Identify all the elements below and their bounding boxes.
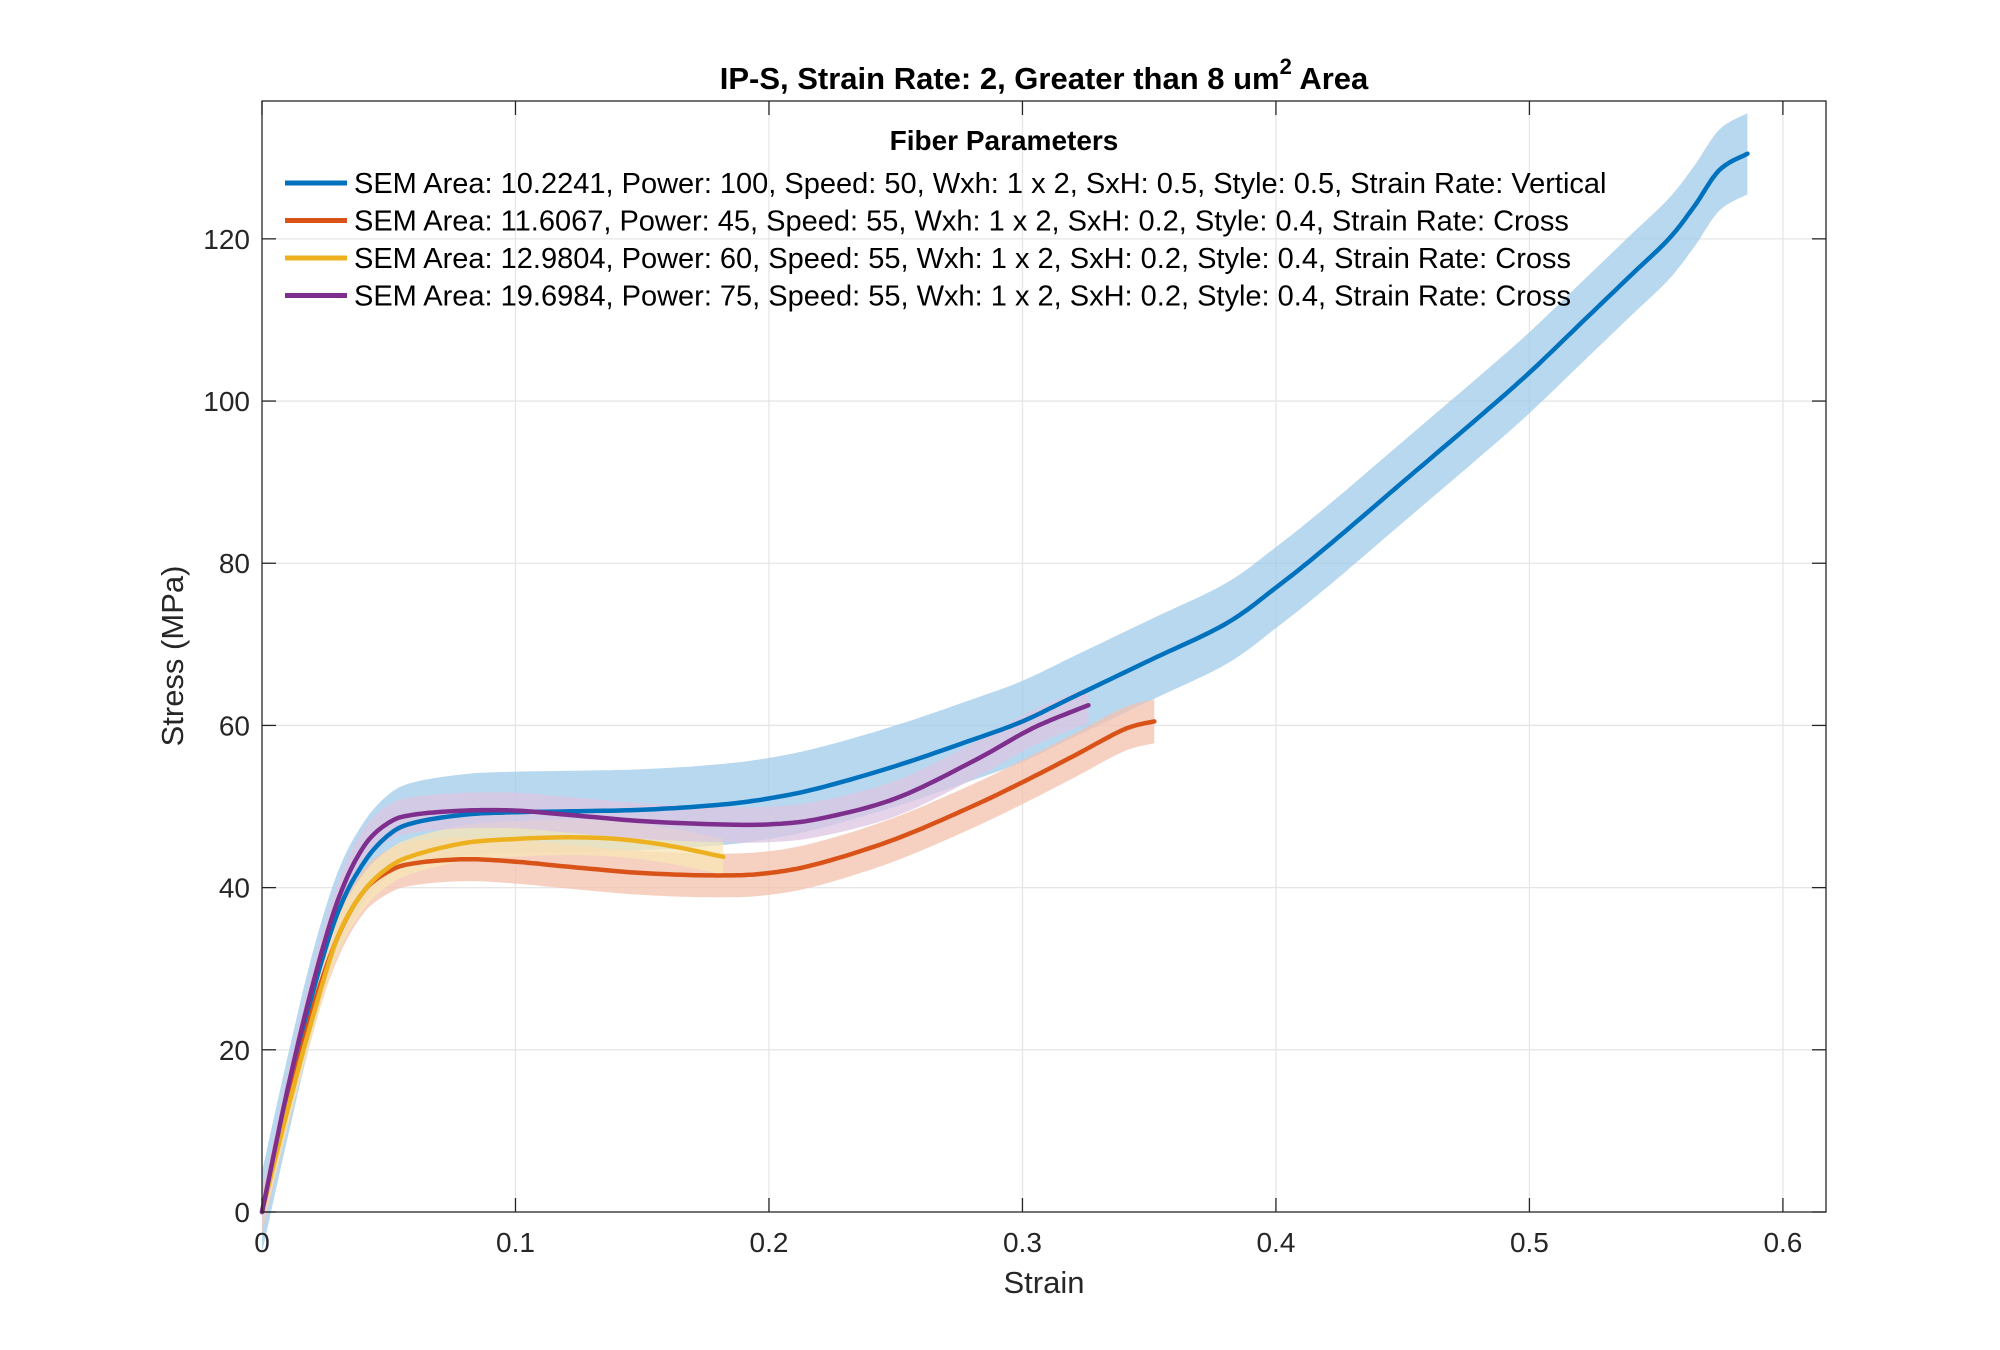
chart-title-main: IP-S, Strain Rate: 2, Greater than 8 um xyxy=(720,61,1280,96)
series-band-2 xyxy=(262,699,1155,1234)
y-axis-label: Stress (MPa) xyxy=(155,566,190,747)
x-tick-label-5: 0.5 xyxy=(1510,1227,1549,1258)
legend-entry-4: SEM Area: 19.6984, Power: 75, Speed: 55,… xyxy=(354,281,1571,313)
series-line-1 xyxy=(259,151,1750,1215)
x-tick-label-3: 0.3 xyxy=(1003,1227,1042,1258)
plot-area xyxy=(262,101,1826,1212)
x-tick-label-2: 0.2 xyxy=(750,1227,789,1258)
chart-title-superscript: 2 xyxy=(1280,54,1292,79)
legend-title: Fiber Parameters xyxy=(890,125,1119,156)
confidence-bands xyxy=(262,113,1748,1253)
y-tick-label-2: 40 xyxy=(219,873,250,904)
y-tick-label-6: 120 xyxy=(203,224,250,255)
y-tick-label-0: 0 xyxy=(234,1197,250,1228)
series-lines xyxy=(259,151,1750,1215)
legend-entry-2: SEM Area: 11.6067, Power: 45, Speed: 55,… xyxy=(354,206,1569,238)
y-tick-label-4: 80 xyxy=(219,548,250,579)
legend-entry-1: SEM Area: 10.2241, Power: 100, Speed: 50… xyxy=(354,168,1607,200)
x-tick-label-1: 0.1 xyxy=(496,1227,535,1258)
x-tick-label-6: 0.6 xyxy=(1763,1227,1802,1258)
y-tick-label-1: 20 xyxy=(219,1035,250,1066)
legend: Fiber Parameters SEM Area: 10.2241, Power… xyxy=(285,125,1607,313)
chart-title: IP-S, Strain Rate: 2, Greater than 8 um2… xyxy=(720,54,1369,96)
series-band-3 xyxy=(262,819,724,1230)
axis-ticks: 0 0.1 0.2 0.3 0.4 0.5 0.6 0 20 40 60 80 100 120 xyxy=(203,101,1826,1258)
x-tick-label-4: 0.4 xyxy=(1256,1227,1295,1258)
series-band-4 xyxy=(262,687,1089,1230)
grid xyxy=(262,101,1826,1212)
series-line-3 xyxy=(259,835,726,1215)
chart-title-suffix: Area xyxy=(1292,61,1369,96)
legend-entry-3: SEM Area: 12.9804, Power: 60, Speed: 55,… xyxy=(354,243,1571,275)
series-line-4 xyxy=(259,702,1091,1215)
y-tick-label-3: 60 xyxy=(219,710,250,741)
plot-frame xyxy=(261,100,1827,1213)
x-axis-label: Strain xyxy=(1004,1265,1085,1300)
y-tick-label-5: 100 xyxy=(203,386,250,417)
x-tick-label-0: 0 xyxy=(254,1227,270,1258)
